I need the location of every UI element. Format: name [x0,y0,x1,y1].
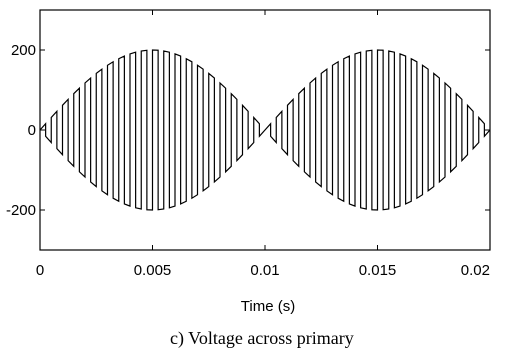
figure-caption: c) Voltage across primary [170,328,354,348]
axis-tick-labels: 0 0.005 0.01 0.015 0.02 200 0 -200 [6,42,490,279]
y-tick-label: 0 [28,122,36,139]
y-tick-label: 200 [11,42,36,59]
x-axis-label: Time (s) [241,298,295,315]
axis-ticks [39,10,491,250]
x-tick-label: 0.02 [461,262,490,279]
x-tick-label: 0.005 [134,262,172,279]
x-tick-label: 0 [36,262,44,279]
y-tick-label: -200 [6,202,36,219]
voltage-waveform-line [39,49,491,211]
x-tick-label: 0.015 [359,262,397,279]
x-tick-label: 0.01 [250,262,279,279]
